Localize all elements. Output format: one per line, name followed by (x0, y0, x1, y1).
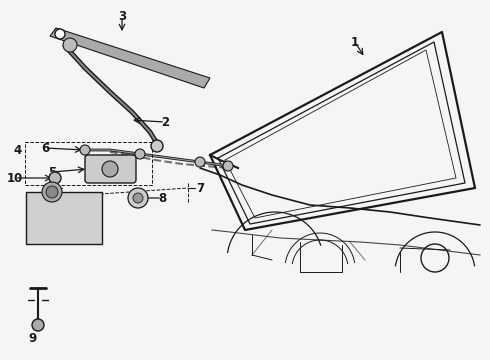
Circle shape (42, 182, 62, 202)
FancyBboxPatch shape (85, 155, 136, 183)
Text: 2: 2 (161, 116, 169, 129)
FancyBboxPatch shape (26, 192, 102, 244)
Polygon shape (50, 28, 210, 88)
Circle shape (80, 145, 90, 155)
Text: 1: 1 (351, 36, 359, 49)
Circle shape (46, 186, 58, 198)
Circle shape (128, 188, 148, 208)
Text: 4: 4 (14, 144, 22, 157)
Text: 8: 8 (158, 192, 166, 204)
Circle shape (195, 157, 205, 167)
Circle shape (151, 140, 163, 152)
Text: 5: 5 (48, 166, 56, 179)
Circle shape (32, 319, 44, 331)
Text: 7: 7 (196, 181, 204, 194)
Circle shape (133, 193, 143, 203)
Text: 10: 10 (7, 171, 23, 185)
Text: 3: 3 (118, 9, 126, 23)
Text: 9: 9 (28, 332, 36, 345)
Circle shape (55, 29, 65, 39)
Circle shape (49, 172, 61, 184)
Circle shape (63, 38, 77, 52)
Text: 6: 6 (41, 141, 49, 154)
Circle shape (102, 161, 118, 177)
Circle shape (223, 161, 233, 171)
Circle shape (135, 149, 145, 159)
